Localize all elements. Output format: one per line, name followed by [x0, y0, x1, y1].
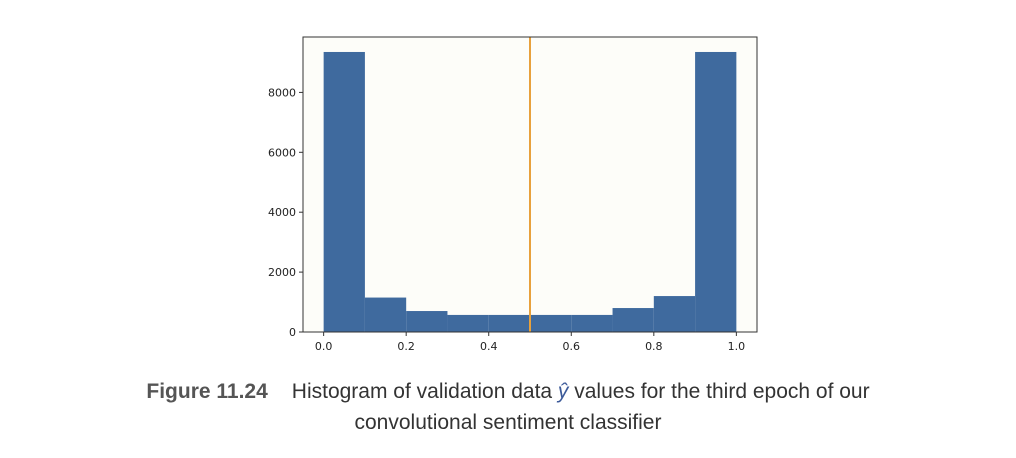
y-tick-label: 6000 [268, 146, 296, 159]
histogram-bar [612, 308, 654, 332]
x-tick-label: 1.0 [728, 340, 746, 353]
x-tick-label: 0.0 [315, 340, 333, 353]
x-tick-label: 0.2 [397, 340, 415, 353]
histogram-bar [530, 314, 572, 332]
x-axis-ticks: 0.0 0.2 0.4 0.6 0.8 1.0 [315, 332, 745, 353]
histogram-bar [406, 311, 448, 332]
x-tick-label: 0.6 [563, 340, 581, 353]
histogram-bar [571, 314, 613, 332]
histogram-bar [488, 314, 530, 332]
histogram-chart: 0.0 0.2 0.4 0.6 0.8 1.0 0 2000 4000 6000 8000 [268, 36, 758, 353]
figure-label: Figure 11.24 [146, 380, 268, 403]
x-tick-label: 0.8 [645, 340, 663, 353]
y-hat-symbol: ŷ [557, 380, 569, 403]
y-tick-label: 2000 [268, 266, 296, 279]
y-tick-label: 4000 [268, 206, 296, 219]
histogram-bar [447, 314, 489, 332]
caption-line-2: convolutional sentiment classifier [354, 411, 662, 434]
y-axis-ticks: 0 2000 4000 6000 8000 [268, 86, 303, 339]
figure-caption: Figure 11.24 Histogram of validation data… [0, 376, 1016, 438]
histogram-bar [364, 297, 407, 332]
x-tick-label: 0.4 [480, 340, 498, 353]
plot-frame [302, 36, 758, 333]
histogram-bar [695, 51, 737, 333]
caption-line-1: Figure 11.24 Histogram of validation data… [0, 376, 1016, 407]
histogram-bars [323, 51, 737, 333]
y-tick-label: 0 [289, 326, 296, 339]
caption-text-start: Histogram of validation data [291, 380, 558, 403]
histogram-bar [323, 51, 365, 333]
histogram-bar [653, 296, 696, 332]
y-tick-label: 8000 [268, 86, 296, 99]
caption-text-end: values for the third epoch of our [568, 380, 870, 403]
